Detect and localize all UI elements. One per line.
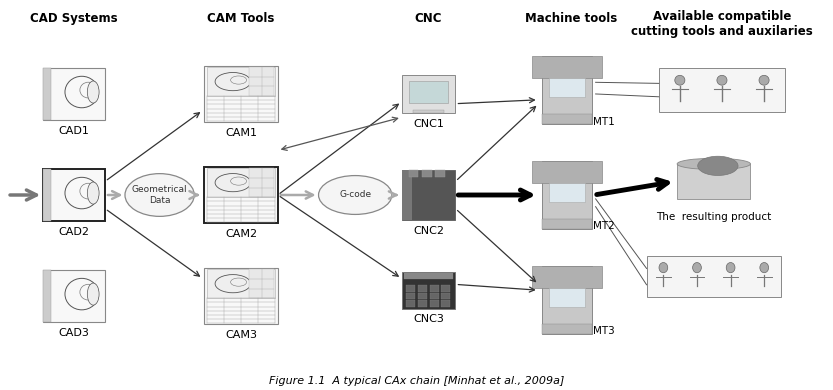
FancyBboxPatch shape — [407, 293, 416, 299]
Text: MT3: MT3 — [593, 326, 615, 336]
FancyBboxPatch shape — [402, 74, 455, 113]
Ellipse shape — [125, 174, 194, 216]
FancyBboxPatch shape — [532, 266, 602, 288]
FancyBboxPatch shape — [441, 300, 451, 307]
FancyBboxPatch shape — [430, 293, 439, 299]
Ellipse shape — [87, 81, 99, 103]
FancyBboxPatch shape — [418, 300, 427, 307]
Text: CAD Systems: CAD Systems — [30, 12, 117, 25]
FancyBboxPatch shape — [207, 168, 276, 197]
FancyBboxPatch shape — [646, 256, 781, 297]
Ellipse shape — [87, 283, 99, 305]
Text: CAM3: CAM3 — [225, 330, 257, 340]
Text: CAM2: CAM2 — [225, 229, 257, 239]
Ellipse shape — [717, 75, 727, 85]
FancyBboxPatch shape — [541, 114, 592, 124]
FancyBboxPatch shape — [430, 285, 439, 292]
Text: CAM Tools: CAM Tools — [207, 12, 275, 25]
FancyBboxPatch shape — [43, 270, 105, 322]
Text: CNC: CNC — [415, 12, 442, 25]
FancyBboxPatch shape — [550, 288, 585, 307]
Ellipse shape — [318, 176, 392, 214]
FancyBboxPatch shape — [407, 285, 416, 292]
Text: Machine tools: Machine tools — [525, 12, 617, 25]
Ellipse shape — [726, 262, 735, 273]
FancyBboxPatch shape — [207, 67, 276, 96]
Text: CAD3: CAD3 — [58, 328, 89, 338]
FancyBboxPatch shape — [409, 82, 448, 103]
Text: The  resulting product: The resulting product — [656, 213, 771, 222]
Text: CNC1: CNC1 — [413, 119, 444, 129]
FancyBboxPatch shape — [435, 170, 445, 177]
FancyBboxPatch shape — [402, 272, 455, 308]
FancyBboxPatch shape — [412, 110, 445, 113]
Text: CNC2: CNC2 — [413, 226, 444, 236]
FancyBboxPatch shape — [550, 78, 585, 97]
FancyBboxPatch shape — [421, 170, 431, 177]
Text: Available compatible
cutting tools and auxilaries: Available compatible cutting tools and a… — [631, 11, 813, 38]
FancyBboxPatch shape — [418, 285, 427, 292]
Text: Figure 1.1  A typical CAx chain [Minhat et al., 2009a]: Figure 1.1 A typical CAx chain [Minhat e… — [269, 376, 564, 386]
Ellipse shape — [87, 182, 99, 204]
Ellipse shape — [698, 156, 738, 176]
Text: MT2: MT2 — [593, 222, 615, 231]
FancyBboxPatch shape — [541, 56, 592, 124]
FancyBboxPatch shape — [430, 300, 439, 307]
FancyBboxPatch shape — [402, 170, 412, 220]
Ellipse shape — [675, 75, 685, 85]
FancyBboxPatch shape — [249, 67, 274, 96]
FancyBboxPatch shape — [43, 169, 105, 221]
Text: CAD2: CAD2 — [58, 227, 89, 237]
FancyBboxPatch shape — [532, 161, 602, 183]
Ellipse shape — [659, 262, 668, 273]
Text: CNC3: CNC3 — [413, 314, 444, 324]
FancyBboxPatch shape — [407, 300, 416, 307]
FancyBboxPatch shape — [659, 68, 786, 112]
FancyBboxPatch shape — [204, 66, 277, 122]
FancyBboxPatch shape — [43, 68, 51, 120]
FancyBboxPatch shape — [418, 293, 427, 299]
FancyBboxPatch shape — [204, 268, 277, 324]
Ellipse shape — [677, 158, 751, 170]
FancyBboxPatch shape — [43, 169, 51, 221]
FancyBboxPatch shape — [207, 269, 276, 298]
Text: G-code: G-code — [339, 190, 372, 200]
FancyBboxPatch shape — [204, 167, 277, 223]
FancyBboxPatch shape — [541, 324, 592, 334]
FancyBboxPatch shape — [43, 270, 51, 322]
Ellipse shape — [692, 262, 701, 273]
FancyBboxPatch shape — [541, 266, 592, 334]
FancyBboxPatch shape — [677, 164, 751, 199]
FancyBboxPatch shape — [249, 168, 274, 197]
Text: CAM1: CAM1 — [225, 128, 257, 138]
FancyBboxPatch shape — [541, 161, 592, 229]
Text: MT1: MT1 — [593, 117, 615, 126]
Ellipse shape — [760, 262, 769, 273]
FancyBboxPatch shape — [532, 56, 602, 78]
FancyBboxPatch shape — [43, 68, 105, 120]
Text: CAD1: CAD1 — [58, 126, 89, 136]
Text: Geometrical
Data: Geometrical Data — [132, 185, 187, 205]
FancyBboxPatch shape — [550, 183, 585, 202]
FancyBboxPatch shape — [404, 273, 453, 279]
FancyBboxPatch shape — [249, 269, 274, 298]
Ellipse shape — [759, 75, 769, 85]
FancyBboxPatch shape — [402, 170, 455, 220]
FancyBboxPatch shape — [541, 219, 592, 229]
FancyBboxPatch shape — [441, 293, 451, 299]
FancyBboxPatch shape — [441, 285, 451, 292]
FancyBboxPatch shape — [409, 170, 418, 177]
